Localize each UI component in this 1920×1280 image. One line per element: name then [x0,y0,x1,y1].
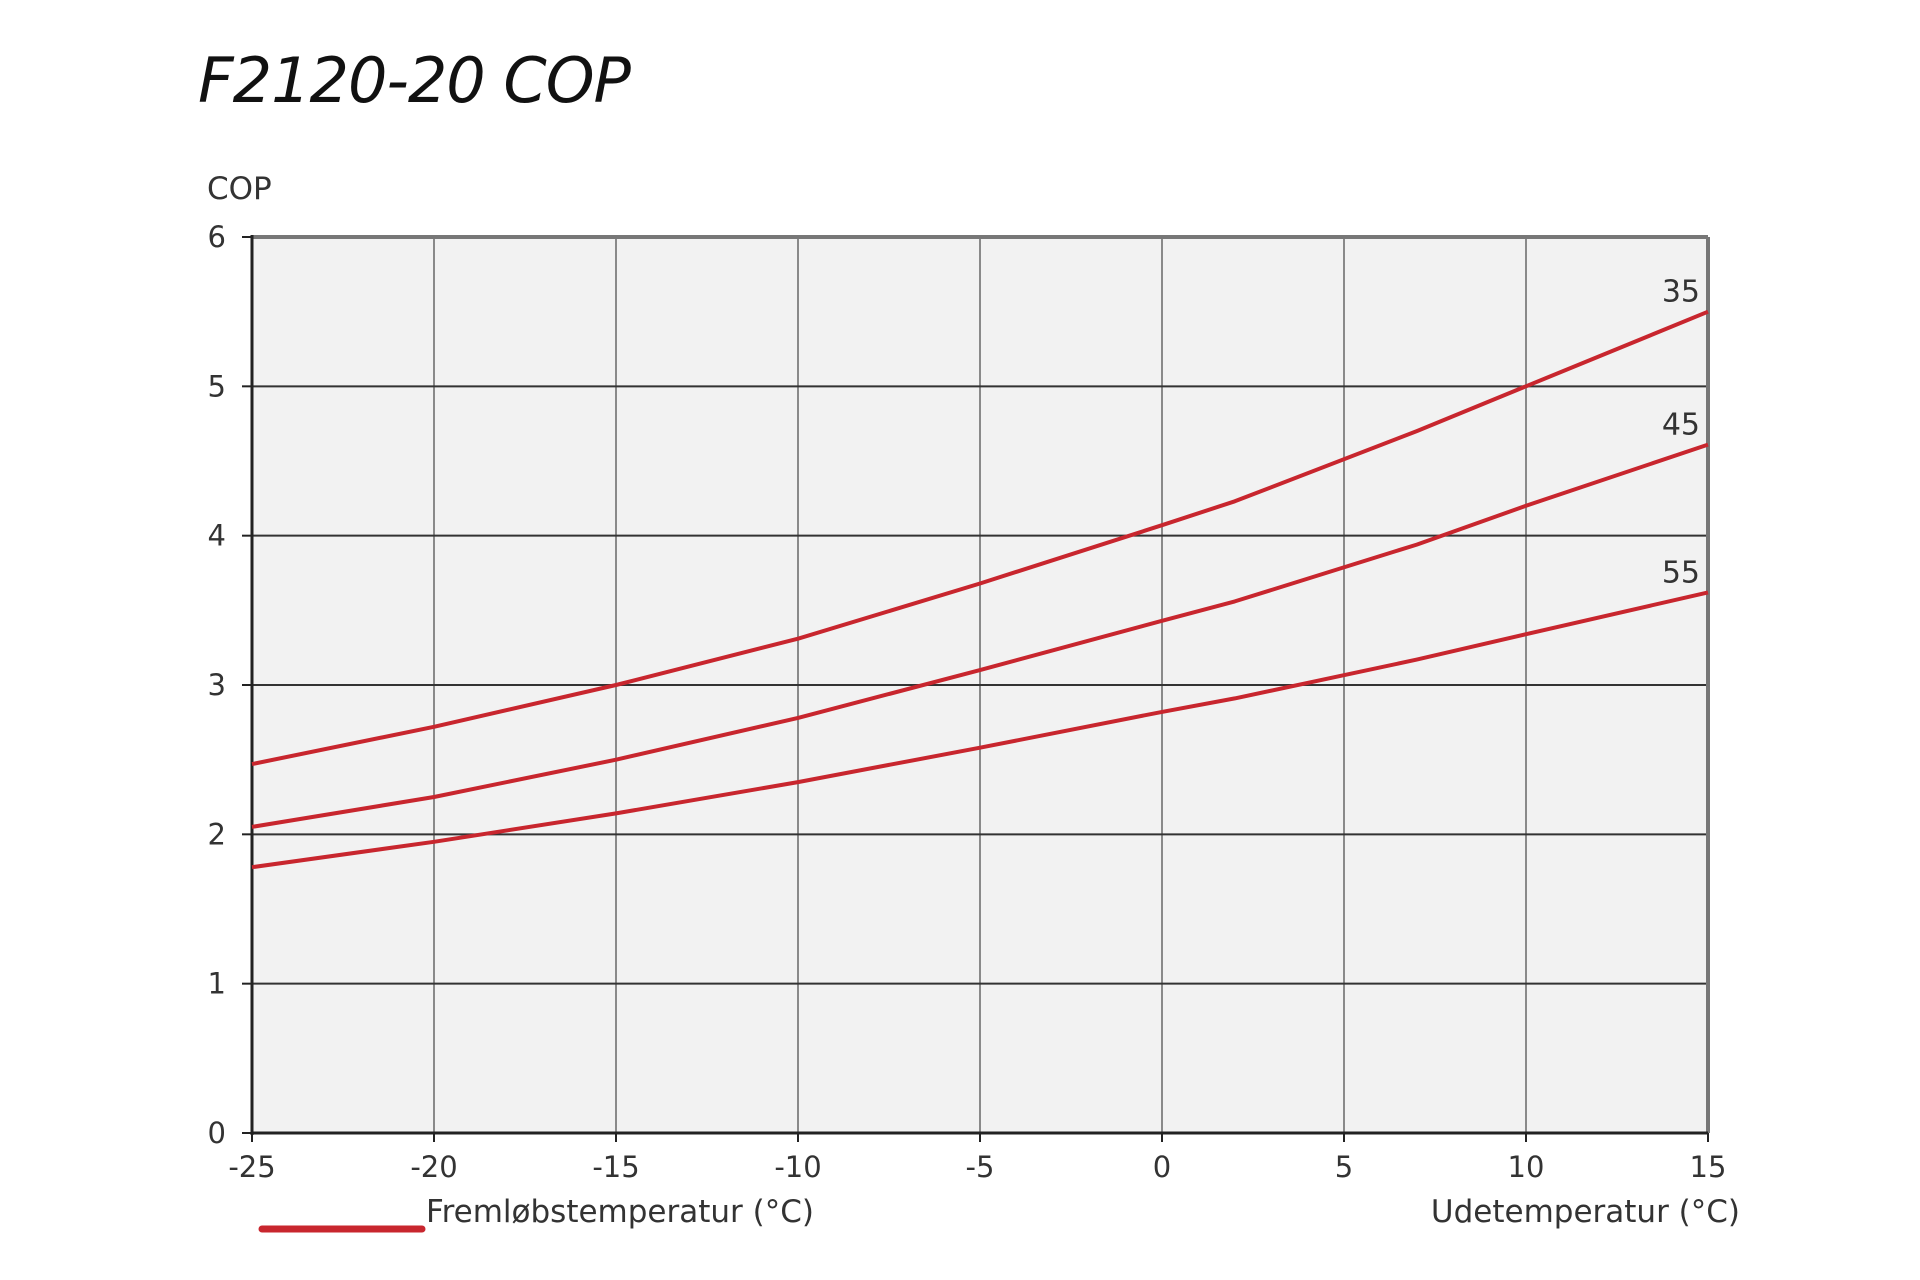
y-tick-label: 3 [208,668,226,702]
x-tick-label: 5 [1335,1150,1353,1184]
x-tick-label: -5 [966,1150,995,1184]
x-tick-label: -20 [410,1150,457,1184]
y-tick-label: 2 [208,817,226,851]
y-axis-title: COP [207,171,272,207]
legend-label: Fremløbstemperatur (°C) [426,1194,814,1230]
series-label-55: 55 [1662,555,1700,590]
x-axis-title: Udetemperatur (°C) [1431,1194,1740,1230]
series-labels: 35 45 55 [1662,275,1700,591]
x-tick-label: -15 [592,1150,639,1184]
y-tick-label: 0 [208,1116,226,1150]
x-tick-label: -10 [774,1150,821,1184]
series-line-55 [251,590,1709,870]
x-tick-label: 10 [1508,1150,1545,1184]
y-tick-label: 5 [208,369,226,403]
y-tick-label: 6 [208,220,226,254]
series-line-45 [251,442,1709,829]
x-tick-label: 0 [1153,1150,1171,1184]
y-tick-label: 1 [208,967,226,1001]
grid-lines [252,237,1708,1133]
chart-title: F2120-20 COP [198,44,631,117]
y-tick-labels: 0 1 2 3 4 5 6 [208,220,226,1150]
y-tick-label: 4 [208,519,226,553]
series-lines [251,309,1709,870]
series-label-35: 35 [1662,275,1700,310]
series-label-45: 45 [1662,408,1700,443]
x-tick-label: 15 [1690,1150,1727,1184]
axis-frame [242,235,1710,1142]
x-tick-label: -25 [228,1150,275,1184]
x-tick-labels: -25 -20 -15 -10 -5 0 5 10 15 [228,1150,1726,1184]
series-line-35 [251,309,1709,767]
